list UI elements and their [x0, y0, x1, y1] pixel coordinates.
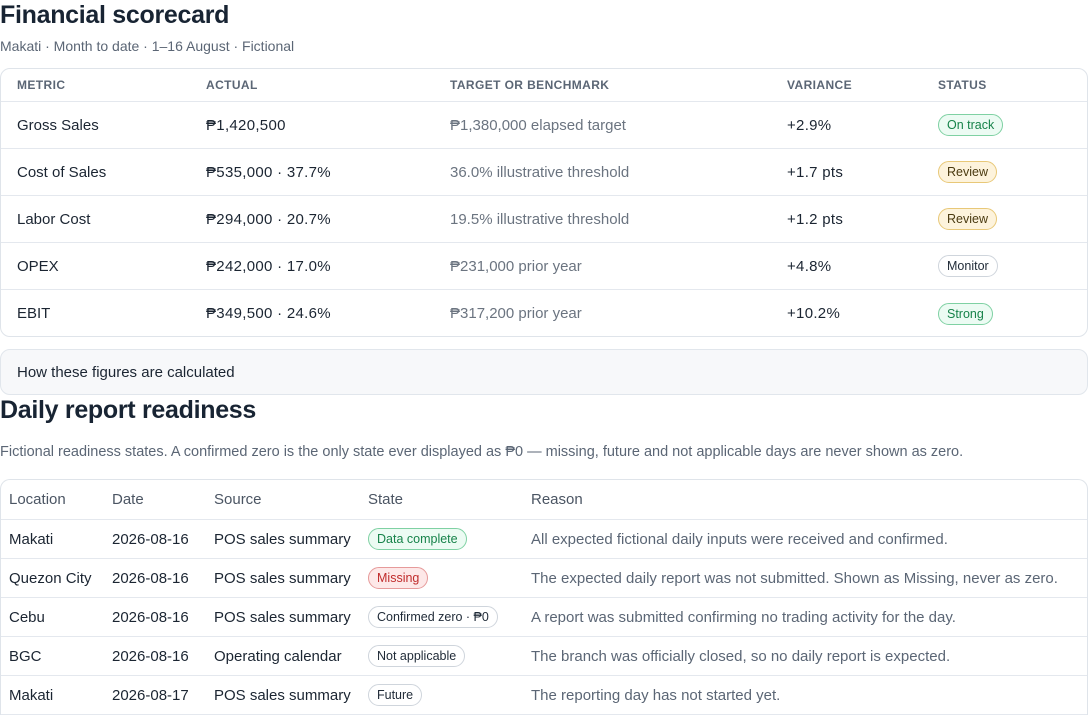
source-cell: POS sales summary: [214, 608, 351, 626]
reason-cell: The expected daily report was not submit…: [531, 569, 1058, 587]
table-row: Makati 2026-08-17 POS sales summary Futu…: [1, 676, 1087, 715]
table-row: Makati 2026-08-16 POS sales summary Data…: [1, 520, 1087, 559]
state-cell: Confirmed zero · ₱0: [368, 598, 498, 636]
readiness-header-row: Location Date Source State Reason: [1, 480, 1087, 520]
status-cell: Review: [938, 196, 997, 242]
state-badge: Data complete: [368, 528, 467, 550]
metric-target: ₱231,000 prior year: [450, 257, 582, 275]
metric-variance: +4.8%: [787, 257, 832, 275]
state-cell: Not applicable: [368, 637, 466, 675]
column-header-date: Date: [112, 491, 144, 508]
date-cell: 2026-08-16: [112, 647, 189, 665]
metric-name: Labor Cost: [17, 210, 91, 228]
status-cell: Strong: [938, 290, 993, 336]
column-header-location: Location: [9, 491, 66, 508]
metric-name: EBIT: [17, 305, 51, 322]
state-badge: Missing: [368, 567, 429, 589]
table-row: Gross Sales ₱1,420,500 ₱1,380,000 elapse…: [1, 102, 1087, 149]
status-badge: On track: [938, 114, 1004, 136]
metric-actual: ₱294,000 · 20.7%: [206, 210, 331, 228]
metric-name: OPEX: [17, 257, 59, 275]
table-row: Cebu 2026-08-16 POS sales summary Confir…: [1, 598, 1087, 637]
metric-target: ₱317,200 prior year: [450, 305, 582, 322]
date-cell: 2026-08-16: [112, 569, 189, 587]
date-cell: 2026-08-16: [112, 608, 189, 626]
location-cell: Quezon City: [9, 569, 92, 587]
scorecard-subtitle: Makati · Month to date · 1–16 August · F…: [0, 38, 295, 54]
metric-actual: ₱535,000 · 37.7%: [206, 163, 331, 181]
status-badge: Review: [938, 161, 997, 183]
source-cell: Operating calendar: [214, 647, 342, 665]
column-header-actual: ACTUAL: [206, 78, 258, 92]
location-cell: Cebu: [9, 608, 45, 626]
metric-name: Cost of Sales: [17, 163, 107, 181]
reason-cell: A report was submitted confirming no tra…: [531, 608, 956, 626]
state-badge: Future: [368, 684, 423, 706]
column-header-status: STATUS: [938, 78, 987, 92]
metric-target: ₱1,380,000 elapsed target: [450, 116, 626, 134]
source-cell: POS sales summary: [214, 686, 351, 704]
table-row: EBIT ₱349,500 · 24.6% ₱317,200 prior yea…: [1, 290, 1087, 336]
status-cell: On track: [938, 102, 1004, 148]
date-cell: 2026-08-17: [112, 686, 189, 704]
state-badge: Not applicable: [368, 645, 466, 667]
metric-variance: +10.2%: [787, 305, 841, 322]
metric-actual: ₱349,500 · 24.6%: [206, 305, 331, 322]
column-header-state: State: [368, 491, 404, 508]
scorecard-table: METRIC ACTUAL TARGET OR BENCHMARK VARIAN…: [0, 68, 1088, 337]
status-cell: Review: [938, 149, 997, 195]
calculation-details-toggle[interactable]: How these figures are calculated: [0, 349, 1088, 395]
metric-actual: ₱242,000 · 17.0%: [206, 257, 331, 275]
state-cell: Future: [368, 676, 423, 714]
metric-name: Gross Sales: [17, 116, 99, 134]
column-header-variance: VARIANCE: [787, 78, 852, 92]
source-cell: POS sales summary: [214, 530, 351, 548]
state-badge: Confirmed zero · ₱0: [368, 606, 498, 628]
section-description: Fictional readiness states. A confirmed …: [0, 444, 964, 460]
column-header-target: TARGET OR BENCHMARK: [450, 78, 610, 92]
status-badge: Strong: [938, 302, 993, 325]
location-cell: Makati: [9, 686, 54, 704]
state-cell: Missing: [368, 559, 429, 597]
source-cell: POS sales summary: [214, 569, 351, 587]
table-row: BGC 2026-08-16 Operating calendar Not ap…: [1, 637, 1087, 676]
reason-cell: The branch was officially closed, so no …: [531, 647, 951, 665]
metric-actual: ₱1,420,500: [206, 116, 286, 134]
table-row: Labor Cost ₱294,000 · 20.7% 19.5% illust…: [1, 196, 1087, 243]
metric-target: 19.5% illustrative threshold: [450, 210, 630, 228]
section-title: Daily report readiness: [0, 396, 257, 424]
table-row: OPEX ₱242,000 · 17.0% ₱231,000 prior yea…: [1, 243, 1087, 290]
status-badge: Monitor: [938, 255, 998, 277]
column-header-source: Source: [214, 491, 262, 508]
reason-cell: All expected fictional daily inputs were…: [531, 530, 948, 548]
page-title: Financial scorecard: [0, 1, 230, 29]
metric-variance: +1.7 pts: [787, 163, 844, 181]
status-badge: Review: [938, 208, 997, 230]
date-cell: 2026-08-16: [112, 530, 189, 548]
table-row: Quezon City 2026-08-16 POS sales summary…: [1, 559, 1087, 598]
metric-variance: +2.9%: [787, 116, 832, 134]
column-header-metric: METRIC: [17, 78, 66, 92]
metric-variance: +1.2 pts: [787, 210, 844, 228]
state-cell: Data complete: [368, 520, 467, 558]
scorecard-header-row: METRIC ACTUAL TARGET OR BENCHMARK VARIAN…: [1, 69, 1087, 102]
location-cell: BGC: [9, 647, 42, 665]
reason-cell: The reporting day has not started yet.: [531, 686, 781, 704]
status-cell: Monitor: [938, 243, 998, 289]
readiness-table: Location Date Source State Reason Makati…: [0, 479, 1088, 715]
table-row: Cost of Sales ₱535,000 · 37.7% 36.0% ill…: [1, 149, 1087, 196]
metric-target: 36.0% illustrative threshold: [450, 163, 630, 181]
column-header-reason: Reason: [531, 491, 583, 508]
location-cell: Makati: [9, 530, 54, 548]
